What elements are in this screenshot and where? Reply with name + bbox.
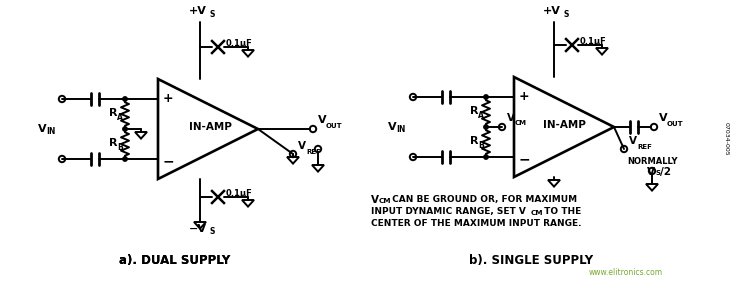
- Text: IN: IN: [46, 127, 56, 137]
- Text: +: +: [519, 90, 529, 104]
- Circle shape: [123, 127, 127, 131]
- Text: V: V: [659, 113, 668, 123]
- Text: OUT: OUT: [667, 121, 684, 127]
- Text: OUT: OUT: [326, 123, 343, 129]
- Text: REF: REF: [306, 149, 321, 155]
- Text: V: V: [38, 124, 47, 134]
- Text: S: S: [210, 10, 215, 19]
- Circle shape: [123, 157, 127, 161]
- Text: B: B: [478, 141, 484, 150]
- Text: /2: /2: [660, 167, 671, 177]
- Text: B: B: [117, 143, 123, 152]
- Text: R: R: [470, 106, 478, 116]
- Text: 0.1μF: 0.1μF: [226, 189, 253, 199]
- Text: b). SINGLE SUPPLY: b). SINGLE SUPPLY: [469, 254, 593, 267]
- Text: IN: IN: [396, 125, 406, 135]
- Text: 07034-005: 07034-005: [724, 122, 729, 156]
- Text: V: V: [371, 195, 379, 205]
- Text: V: V: [507, 113, 515, 123]
- Circle shape: [484, 125, 488, 129]
- Circle shape: [484, 155, 488, 159]
- Text: V: V: [298, 141, 306, 151]
- Circle shape: [484, 95, 488, 99]
- Text: +V: +V: [543, 6, 561, 16]
- Text: +: +: [163, 92, 173, 106]
- Text: S: S: [564, 10, 569, 19]
- Text: REF: REF: [637, 144, 652, 150]
- Text: −: −: [163, 154, 173, 168]
- Text: +V: +V: [189, 6, 207, 16]
- Text: 0.1μF: 0.1μF: [226, 40, 253, 49]
- Text: V: V: [318, 115, 326, 125]
- Text: V: V: [629, 136, 637, 146]
- Text: 0.1μF: 0.1μF: [580, 38, 607, 46]
- Text: CM: CM: [531, 210, 543, 216]
- Text: CM: CM: [515, 120, 527, 126]
- Circle shape: [123, 97, 127, 101]
- Text: INPUT DYNAMIC RANGE, SET V: INPUT DYNAMIC RANGE, SET V: [371, 207, 526, 216]
- Text: R: R: [109, 108, 117, 118]
- Text: www.elitronics.com: www.elitronics.com: [589, 268, 663, 277]
- Text: a). DUAL SUPPLY: a). DUAL SUPPLY: [119, 254, 231, 267]
- Text: IN-AMP: IN-AMP: [542, 120, 586, 130]
- Text: R: R: [470, 136, 478, 146]
- Text: CAN BE GROUND OR, FOR MAXIMUM: CAN BE GROUND OR, FOR MAXIMUM: [389, 195, 577, 204]
- Text: IN-AMP: IN-AMP: [189, 122, 231, 132]
- Text: S: S: [655, 170, 660, 176]
- Text: A: A: [478, 110, 484, 119]
- Text: −: −: [518, 152, 530, 166]
- Text: V: V: [647, 167, 655, 177]
- Text: A: A: [117, 113, 123, 121]
- Text: V: V: [388, 122, 397, 132]
- Text: CENTER OF THE MAXIMUM INPUT RANGE.: CENTER OF THE MAXIMUM INPUT RANGE.: [371, 219, 581, 228]
- Text: NORMALLY: NORMALLY: [627, 157, 677, 166]
- Text: TO THE: TO THE: [541, 207, 581, 216]
- Text: −V: −V: [189, 224, 207, 234]
- Text: a). DUAL SUPPLY: a). DUAL SUPPLY: [119, 254, 231, 267]
- Text: S: S: [210, 227, 215, 236]
- Text: CM: CM: [379, 198, 392, 204]
- Text: R: R: [109, 138, 117, 148]
